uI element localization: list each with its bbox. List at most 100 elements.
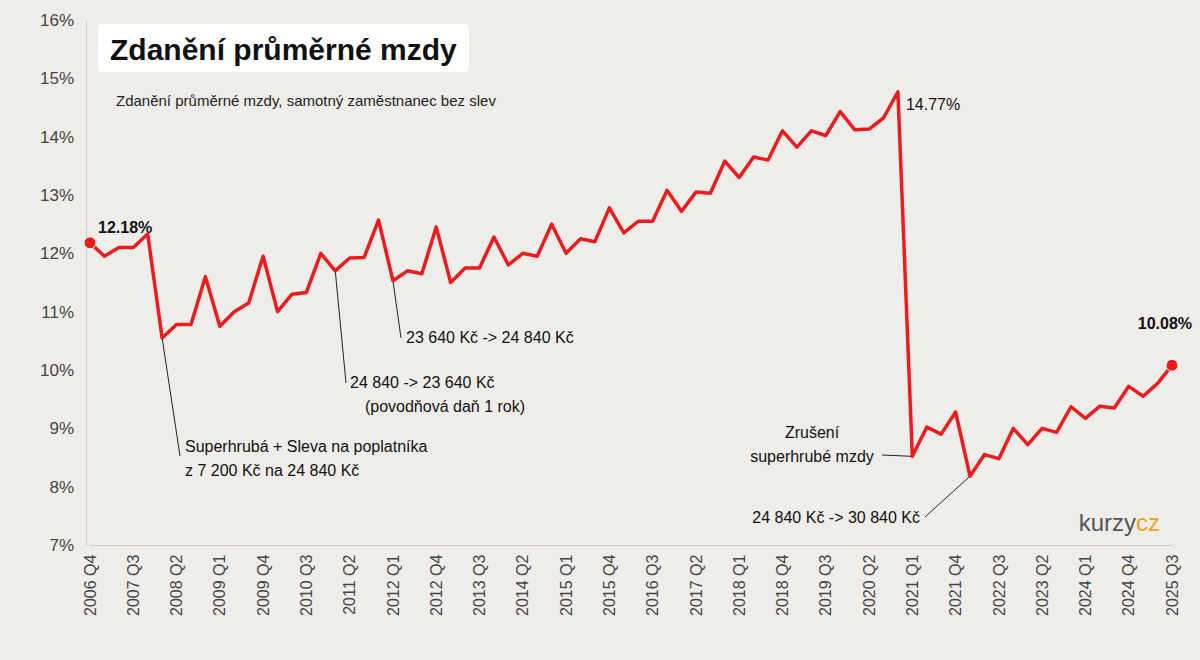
leader-line	[925, 476, 970, 517]
x-tick-label: 2012 Q1	[385, 555, 402, 616]
y-tick-label: 9%	[49, 419, 74, 438]
x-tick: 2024 Q4	[1120, 545, 1137, 616]
y-tick-label: 13%	[40, 186, 74, 205]
leader-line	[335, 271, 346, 383]
annotation-text: superhrubé mzdy	[750, 448, 874, 465]
x-tick-label: 2021 Q1	[904, 555, 921, 616]
x-tick-label: 2024 Q4	[1120, 555, 1137, 616]
x-tick-label: 2021 Q4	[947, 555, 964, 616]
annotations: Superhrubá + Sleva na poplatníka z 7 200 …	[162, 271, 970, 526]
leader-line	[393, 281, 401, 338]
logo-part: cz	[1136, 509, 1160, 536]
x-tick-label: 2022 Q3	[991, 555, 1008, 616]
x-tick-label: 2009 Q1	[211, 555, 228, 616]
x-tick-label: 2015 Q1	[558, 555, 575, 616]
x-tick-label: 2017 Q2	[688, 555, 705, 616]
y-tick-label: 7%	[49, 536, 74, 555]
x-tick: 2009 Q1	[211, 545, 228, 616]
y-tick: 14%	[40, 128, 86, 147]
x-tick: 2021 Q1	[904, 545, 921, 616]
y-tick: 8%	[49, 478, 86, 497]
annotation-text: (povodňová daň 1 rok)	[365, 398, 525, 415]
x-tick: 2006 Q4	[82, 545, 99, 616]
value-labels: 12.18% 14.77% 10.08%	[98, 96, 1192, 333]
logo: kurzycz	[1079, 509, 1160, 536]
y-tick: 16%	[40, 11, 86, 30]
y-tick: 10%	[40, 361, 86, 380]
y-tick: 9%	[49, 419, 86, 438]
x-tick-label: 2019 Q3	[817, 555, 834, 616]
leader-line	[162, 338, 180, 456]
annotation-text: z 7 200 Kč na 24 840 Kč	[185, 462, 359, 479]
y-tick: 11%	[41, 303, 86, 322]
y-axis: 7% 8% 9% 10% 11% 12% 13% 14% 15% 16%	[40, 11, 87, 555]
y-tick-label: 12%	[40, 244, 74, 263]
annotation-text: 24 840 -> 23 640 Kč	[350, 374, 495, 391]
x-tick: 2018 Q4	[774, 545, 791, 616]
background	[0, 0, 1200, 660]
x-tick-label: 2025 Q3	[1164, 555, 1181, 616]
value-label: 12.18%	[98, 219, 152, 236]
x-tick-label: 2015 Q4	[601, 555, 618, 616]
x-tick-label: 2013 Q3	[471, 555, 488, 616]
x-tick-label: 2006 Q4	[82, 555, 99, 616]
x-tick: 2012 Q1	[385, 545, 402, 616]
x-tick-label: 2008 Q2	[168, 555, 185, 616]
x-tick: 2012 Q4	[428, 545, 445, 616]
x-tick: 2017 Q2	[688, 545, 705, 616]
x-tick-label: 2024 Q1	[1077, 555, 1094, 616]
logo-part: kurzy	[1079, 509, 1136, 536]
annotation-text: Superhrubá + Sleva na poplatníka	[185, 438, 428, 455]
x-tick-label: 2011 Q2	[341, 555, 358, 615]
x-tick: 2020 Q2	[861, 545, 878, 616]
x-tick: 2011 Q2	[341, 545, 358, 615]
x-tick-label: 2014 Q2	[514, 555, 531, 616]
x-tick: 2013 Q3	[471, 545, 488, 616]
title-background	[98, 24, 469, 72]
x-tick-label: 2007 Q3	[125, 555, 142, 616]
annotation-text: 23 640 Kč -> 24 840 Kč	[406, 329, 574, 346]
y-tick: 7%	[49, 536, 86, 555]
x-tick: 2009 Q4	[255, 545, 272, 616]
x-tick: 2022 Q3	[991, 545, 1008, 616]
x-axis: 2006 Q4 2007 Q3 2008 Q2 2009 Q1 2009 Q4 2010 …	[82, 545, 1181, 616]
end-marker	[84, 237, 96, 249]
chart: 7% 8% 9% 10% 11% 12% 13% 14% 15% 16% 2006 Q4 2007 Q…	[0, 0, 1200, 660]
x-tick-label: 2010 Q3	[298, 555, 315, 616]
x-tick-label: 2020 Q2	[861, 555, 878, 616]
y-tick-label: 16%	[40, 11, 74, 30]
value-label: 14.77%	[906, 96, 960, 113]
y-tick-label: 10%	[40, 361, 74, 380]
y-tick-label: 15%	[40, 69, 74, 88]
x-tick: 2021 Q4	[947, 545, 964, 616]
x-tick: 2025 Q3	[1164, 545, 1181, 616]
x-tick-label: 2012 Q4	[428, 555, 445, 616]
annotation-text: Zrušení	[785, 424, 840, 441]
leader-line	[882, 455, 912, 456]
end-marker	[1166, 359, 1178, 371]
x-tick: 2023 Q2	[1034, 545, 1051, 616]
x-tick-label: 2018 Q1	[731, 555, 748, 616]
x-tick: 2019 Q3	[817, 545, 834, 616]
plot-area	[84, 92, 1178, 476]
data-line	[90, 92, 1172, 476]
x-tick: 2018 Q1	[731, 545, 748, 616]
x-tick: 2007 Q3	[125, 545, 142, 616]
x-tick: 2024 Q1	[1077, 545, 1094, 616]
x-tick-label: 2018 Q4	[774, 555, 791, 616]
y-tick-label: 11%	[41, 303, 74, 322]
x-tick: 2008 Q2	[168, 545, 185, 616]
x-tick-label: 2016 Q3	[644, 555, 661, 616]
subtitle: Zdanění průměrné mzdy, samotný zaměstnan…	[116, 92, 496, 109]
x-tick: 2015 Q4	[601, 545, 618, 616]
title: Zdanění průměrné mzdy	[110, 33, 457, 66]
y-tick: 12%	[40, 244, 86, 263]
x-tick-label: 2023 Q2	[1034, 555, 1051, 616]
x-tick-label: 2009 Q4	[255, 555, 272, 616]
value-label: 10.08%	[1138, 315, 1192, 332]
y-tick-label: 8%	[49, 478, 74, 497]
y-tick: 13%	[40, 186, 86, 205]
x-tick: 2010 Q3	[298, 545, 315, 616]
x-axis-line	[91, 545, 1173, 546]
y-tick: 15%	[40, 69, 86, 88]
